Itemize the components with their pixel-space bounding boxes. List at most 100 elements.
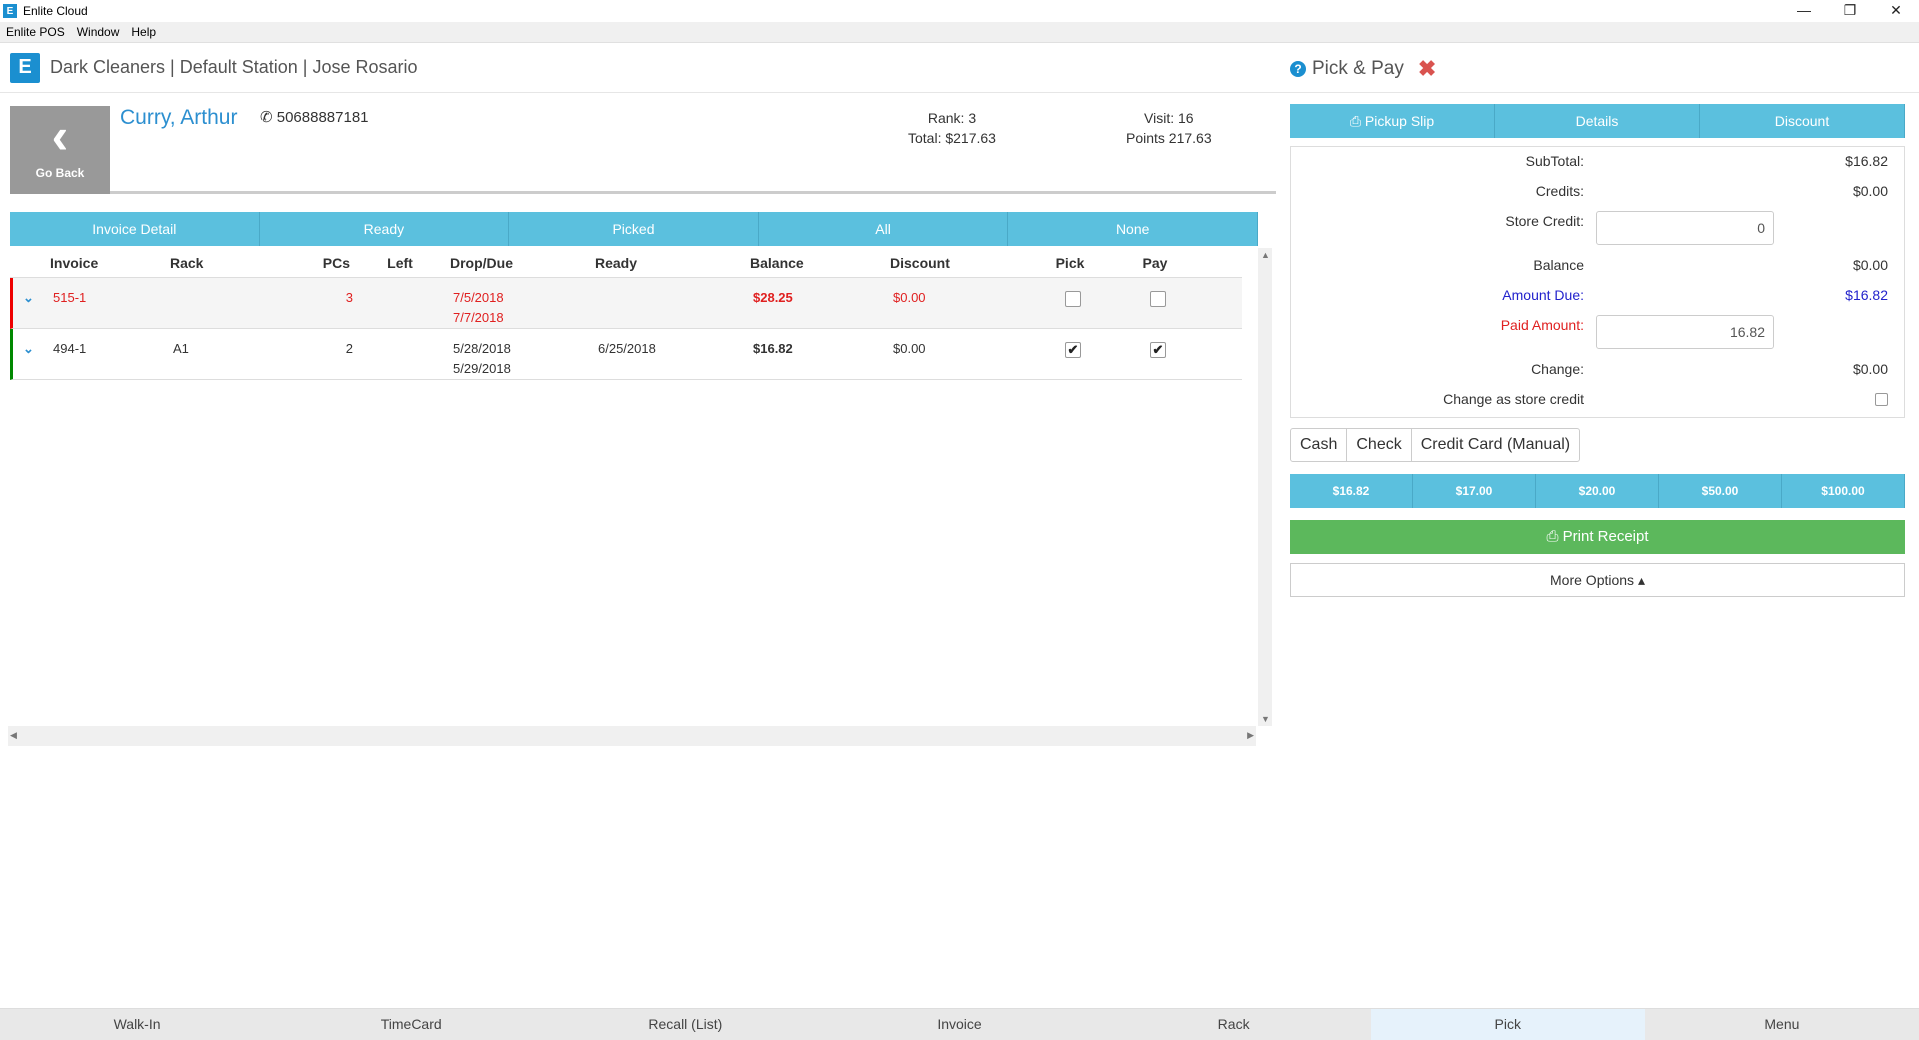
customer-rank: Rank: 3 Total: $217.63 (908, 108, 996, 148)
quick-amount-button[interactable]: $100.00 (1782, 474, 1905, 508)
col-ready: Ready (595, 254, 638, 271)
credit-card-button[interactable]: Credit Card (Manual) (1420, 436, 1571, 453)
col-rack: Rack (170, 254, 204, 271)
print-receipt-label: Print Receipt (1562, 528, 1649, 545)
discount-button[interactable]: Discount (1700, 104, 1905, 138)
filter-all[interactable]: All (759, 212, 1009, 246)
maximize-icon[interactable]: ❐ (1843, 2, 1857, 18)
customer-phone: ✆ 50688887181 (260, 108, 369, 126)
page-header: E Dark Cleaners | Default Station | Jose… (0, 43, 1919, 93)
nav-invoice[interactable]: Invoice (937, 1016, 982, 1032)
quick-amount-button[interactable]: $17.00 (1413, 474, 1536, 508)
pay-checkbox[interactable]: ✔ (1150, 341, 1166, 358)
chevron-down-icon[interactable]: ⌄ (23, 290, 34, 305)
paid-amount-input[interactable]: 16.82 (1596, 315, 1774, 349)
customer-name[interactable]: Curry, Arthur (120, 106, 238, 129)
customer-header: ‹ Go Back Curry, Arthur ✆ 50688887181 Ra… (10, 104, 1276, 194)
rank-value: Rank: 3 (927, 110, 977, 126)
payment-summary: SubTotal: $16.82 Credits: $0.00 Store Cr… (1290, 146, 1905, 418)
pick-checkbox[interactable] (1065, 290, 1081, 307)
menu-enlite-pos[interactable]: Enlite POS (6, 25, 65, 39)
pickup-slip-label: Pickup Slip (1364, 113, 1435, 129)
customer-panel: ‹ Go Back Curry, Arthur ✆ 50688887181 Ra… (10, 104, 1276, 194)
scroll-left-icon[interactable]: ◀ (10, 730, 17, 740)
cell-ready (598, 278, 753, 328)
app-logo-icon: E (3, 4, 17, 18)
change-label: Change: (1531, 361, 1584, 377)
close-page-icon[interactable]: ✖ (1417, 56, 1437, 81)
pickup-slip-button[interactable]: ⎙ Pickup Slip (1290, 104, 1495, 138)
quick-amounts: $16.82 $17.00 $20.00 $50.00 $100.00 (1290, 474, 1905, 508)
subtotal-row: SubTotal: $16.82 (1291, 153, 1904, 183)
credits-label: Credits: (1535, 183, 1584, 199)
filter-picked[interactable]: Picked (509, 212, 759, 246)
balance-value: $0.00 (1852, 257, 1888, 273)
payment-methods: Cash Check Credit Card (Manual) (1290, 428, 1581, 462)
visit-value: Visit: 16 (1144, 110, 1194, 126)
balance-label: Balance (1533, 257, 1584, 273)
total-value: Total: $217.63 (908, 130, 996, 146)
col-pay: Pay (1142, 254, 1168, 271)
cell-discount: $0.00 (893, 290, 926, 305)
credits-value: $0.00 (1852, 183, 1888, 199)
quick-amount-button[interactable]: $50.00 (1659, 474, 1782, 508)
filter-invoice-detail[interactable]: Invoice Detail (10, 212, 260, 246)
cell-pcs: 3 (345, 290, 353, 305)
nav-walk-in[interactable]: Walk-In (113, 1016, 161, 1032)
more-options-button[interactable]: More Options ▴ (1290, 563, 1905, 597)
print-receipt-button[interactable]: ⎙ Print Receipt (1290, 520, 1905, 554)
cell-left (353, 329, 453, 379)
cell-invoice: 494-1 (53, 341, 87, 356)
col-balance: Balance (750, 254, 804, 271)
nav-timecard[interactable]: TimeCard (380, 1016, 442, 1032)
paid-amount-row: Paid Amount: (1291, 317, 1904, 347)
nav-rack[interactable]: Rack (1217, 1016, 1250, 1032)
cell-due: 5/29/2018 (453, 361, 511, 376)
subtotal-label: SubTotal: (1525, 153, 1584, 169)
pick-checkbox[interactable]: ✔ (1065, 341, 1081, 358)
quick-amount-button[interactable]: $20.00 (1536, 474, 1659, 508)
subtotal-value: $16.82 (1845, 153, 1888, 169)
change-value: $0.00 (1852, 361, 1888, 377)
col-drop-due: Drop/Due (450, 254, 513, 271)
filter-ready[interactable]: Ready (260, 212, 510, 246)
payment-panel: ⎙ Pickup Slip Details Discount SubTotal:… (1290, 104, 1905, 597)
quick-amount-button[interactable]: $16.82 (1290, 474, 1413, 508)
pay-checkbox[interactable] (1150, 290, 1166, 307)
credits-row: Credits: $0.00 (1291, 183, 1904, 213)
table-row[interactable]: ⌄ 515-1 3 7/5/2018 7/7/2018 $28.25 $0.00 (10, 278, 1242, 329)
menu-window[interactable]: Window (76, 25, 120, 39)
change-store-credit-checkbox[interactable] (1875, 392, 1888, 406)
go-back-button[interactable]: ‹ Go Back (10, 106, 110, 194)
scroll-up-icon[interactable]: ▲ (1261, 250, 1270, 260)
nav-pick[interactable]: Pick (1370, 1009, 1645, 1040)
nav-recall-list[interactable]: Recall (List) (648, 1016, 723, 1032)
scroll-down-icon[interactable]: ▼ (1261, 714, 1270, 724)
cell-rack: A1 (173, 341, 189, 356)
close-icon[interactable]: ✕ (1890, 2, 1902, 18)
menu-bar: Enlite POS Window Help (0, 22, 1919, 43)
check-button[interactable]: Check (1347, 429, 1412, 461)
details-button[interactable]: Details (1495, 104, 1700, 138)
cell-balance: $16.82 (753, 341, 793, 356)
bottom-nav: Walk-In TimeCard Recall (List) Invoice R… (0, 1008, 1919, 1040)
minimize-icon[interactable]: — (1797, 2, 1811, 18)
nav-menu[interactable]: Menu (1764, 1016, 1800, 1032)
store-credit-input[interactable]: 0 (1596, 211, 1774, 245)
horizontal-scrollbar[interactable]: ◀ ▶ (8, 726, 1256, 746)
scroll-right-icon[interactable]: ▶ (1247, 730, 1254, 740)
page-title-area: ? Pick & Pay ✖ (1290, 56, 1905, 82)
table-row[interactable]: ⌄ 494-1 A1 2 5/28/2018 5/29/2018 6/25/20… (10, 329, 1242, 380)
menu-help[interactable]: Help (131, 25, 157, 39)
cash-button[interactable]: Cash (1291, 429, 1348, 461)
help-icon[interactable]: ? (1290, 61, 1306, 77)
col-pick: Pick (1055, 254, 1085, 271)
page-title: Pick & Pay (1312, 58, 1404, 79)
cell-drop-due: 5/28/2018 5/29/2018 (453, 329, 598, 379)
vertical-scrollbar[interactable]: ▲ ▼ (1258, 248, 1272, 726)
cell-discount: $0.00 (893, 341, 926, 356)
filter-none[interactable]: None (1008, 212, 1258, 246)
window-title: Enlite Cloud (23, 4, 88, 18)
amount-due-row: Amount Due: $16.82 (1291, 287, 1904, 317)
chevron-down-icon[interactable]: ⌄ (23, 341, 34, 356)
